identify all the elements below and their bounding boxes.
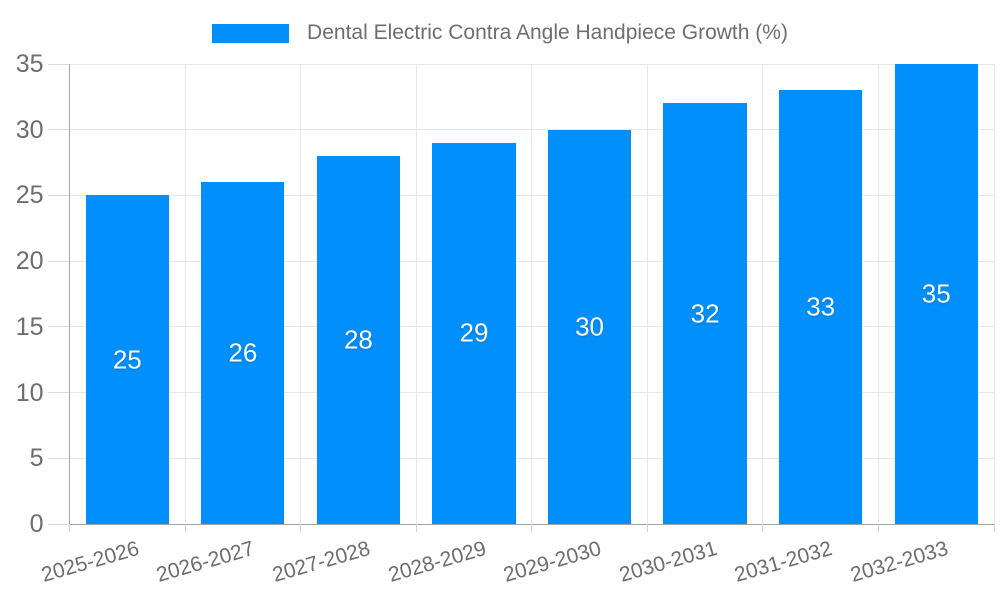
legend-series-label: Dental Electric Contra Angle Handpiece G… — [307, 21, 788, 44]
x-axis-category-label: 2025-2026 — [38, 537, 142, 587]
x-axis-tick — [415, 524, 417, 532]
y-axis-tick-label: 5 — [29, 444, 44, 473]
y-axis-tick — [47, 194, 69, 196]
y-axis-tick — [47, 392, 69, 394]
x-axis-category-label: 2026-2027 — [154, 537, 258, 587]
grid-line-vertical — [877, 64, 879, 524]
bar[interactable] — [547, 129, 632, 524]
x-axis-category-label: 2027-2028 — [269, 537, 373, 587]
bar-value-label: 29 — [459, 317, 489, 348]
y-axis-tick — [47, 523, 69, 525]
y-axis-tick-label: 25 — [15, 181, 44, 210]
y-axis-tick-label: 10 — [15, 378, 44, 407]
chart-legend[interactable]: Dental Electric Contra Angle Handpiece G… — [0, 21, 1000, 45]
x-axis-tick — [646, 524, 648, 532]
bar-value-label: 33 — [806, 291, 836, 322]
grid-line-vertical — [531, 64, 533, 524]
bar-value-label: 30 — [575, 311, 604, 342]
grid-line-vertical — [646, 64, 648, 524]
x-axis-tick — [877, 524, 879, 532]
bar[interactable] — [201, 182, 285, 524]
grid-line-vertical — [993, 64, 995, 524]
bar-value-label: 32 — [690, 298, 720, 329]
bar[interactable] — [316, 156, 400, 524]
x-axis-tick — [300, 524, 302, 532]
y-axis-tick-label: 0 — [29, 510, 44, 538]
y-axis-tick — [47, 129, 69, 131]
bar[interactable] — [894, 64, 978, 524]
grid-line-vertical — [184, 64, 186, 524]
bar-value-label: 26 — [228, 337, 258, 368]
x-axis-category-label: 2031-2032 — [732, 537, 835, 587]
bar-value-label: 25 — [112, 344, 142, 375]
x-axis-category-label: 2030-2031 — [616, 537, 720, 587]
y-axis-tick — [47, 457, 69, 459]
bar[interactable] — [85, 195, 169, 524]
y-axis-tick — [47, 63, 69, 65]
x-axis-tick — [69, 524, 70, 532]
x-axis-category-label: 2028-2029 — [385, 537, 489, 587]
y-axis-tick — [47, 326, 69, 328]
grid-line-vertical — [415, 64, 417, 524]
x-axis-category-label: 2032-2033 — [847, 537, 951, 587]
bar[interactable] — [432, 142, 516, 524]
grid-line-vertical — [300, 64, 302, 524]
x-axis-tick — [993, 524, 995, 532]
plot-area: 0 5 10 15 20 25 30 35 25 2025-2026 26 2026-2027 28 20… — [16, 50, 995, 587]
y-axis-tick-label: 15 — [15, 312, 44, 341]
bar[interactable] — [663, 103, 747, 524]
y-axis-tick-label: 20 — [15, 247, 44, 276]
bar-value-label: 35 — [921, 278, 951, 309]
y-axis-tick-label: 35 — [15, 50, 44, 78]
bar[interactable] — [779, 90, 863, 524]
grid-line-vertical — [762, 64, 764, 524]
x-axis-tick — [531, 524, 533, 532]
x-axis-category-label: 2029-2030 — [500, 537, 604, 587]
x-axis-tick — [184, 524, 186, 532]
bar-value-label: 28 — [343, 324, 373, 355]
x-axis-tick — [762, 524, 764, 532]
legend-swatch-icon — [212, 23, 290, 43]
y-axis-tick — [47, 260, 69, 262]
y-axis-tick-label: 30 — [15, 115, 44, 144]
